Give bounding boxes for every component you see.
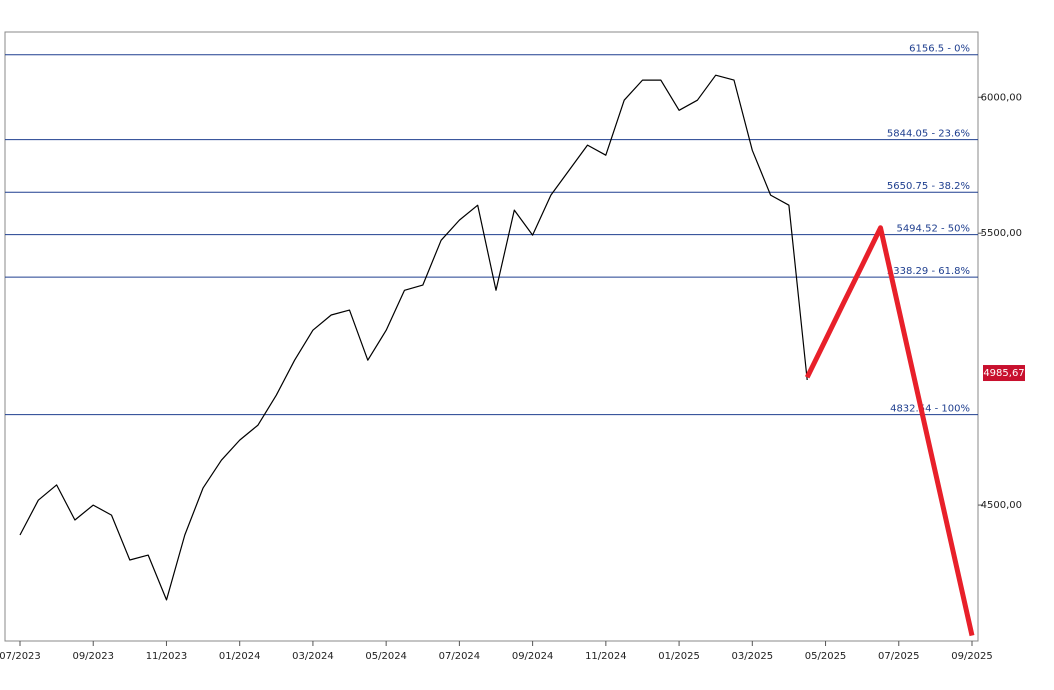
price-line [19, 74, 808, 601]
x-tick-label: 11/2023 [146, 651, 188, 662]
y-tick-label: 5500,00 [981, 228, 1022, 239]
fib-label: 5844.05 - 23.6% [887, 129, 970, 140]
x-tick-label: 03/2025 [732, 651, 774, 662]
fib-label: 4832.54 - 100% [890, 404, 970, 415]
x-tick-label: 09/2025 [951, 651, 993, 662]
fib-label: 5650.75 - 38.2% [887, 181, 970, 192]
x-tick-label: 09/2024 [512, 651, 554, 662]
last-price-box [983, 365, 1025, 382]
y-tick-label: 6000,00 [981, 92, 1022, 103]
fib-label: 6156.5 - 0% [909, 44, 970, 55]
plot-frame [4, 31, 979, 642]
x-tick-label: 01/2024 [219, 651, 261, 662]
y-tick-label: 4500,00 [981, 500, 1022, 511]
x-tick-label: 07/2025 [878, 651, 920, 662]
fib-label: 5338.29 - 61.8% [887, 266, 970, 277]
x-tick-label: 07/2023 [0, 651, 41, 662]
projection-line [804, 225, 975, 637]
x-tick-label: 09/2023 [72, 651, 114, 662]
x-tick-label: 11/2024 [585, 651, 627, 662]
x-tick-label: 01/2025 [658, 651, 700, 662]
x-tick-label: 05/2024 [365, 651, 407, 662]
x-tick-label: 05/2025 [805, 651, 847, 662]
x-tick-label: 03/2024 [292, 651, 334, 662]
last-price-label: 4985,67 [983, 368, 1024, 379]
x-tick-label: 07/2024 [439, 651, 481, 662]
fib-label: 5494.52 - 50% [896, 224, 970, 235]
